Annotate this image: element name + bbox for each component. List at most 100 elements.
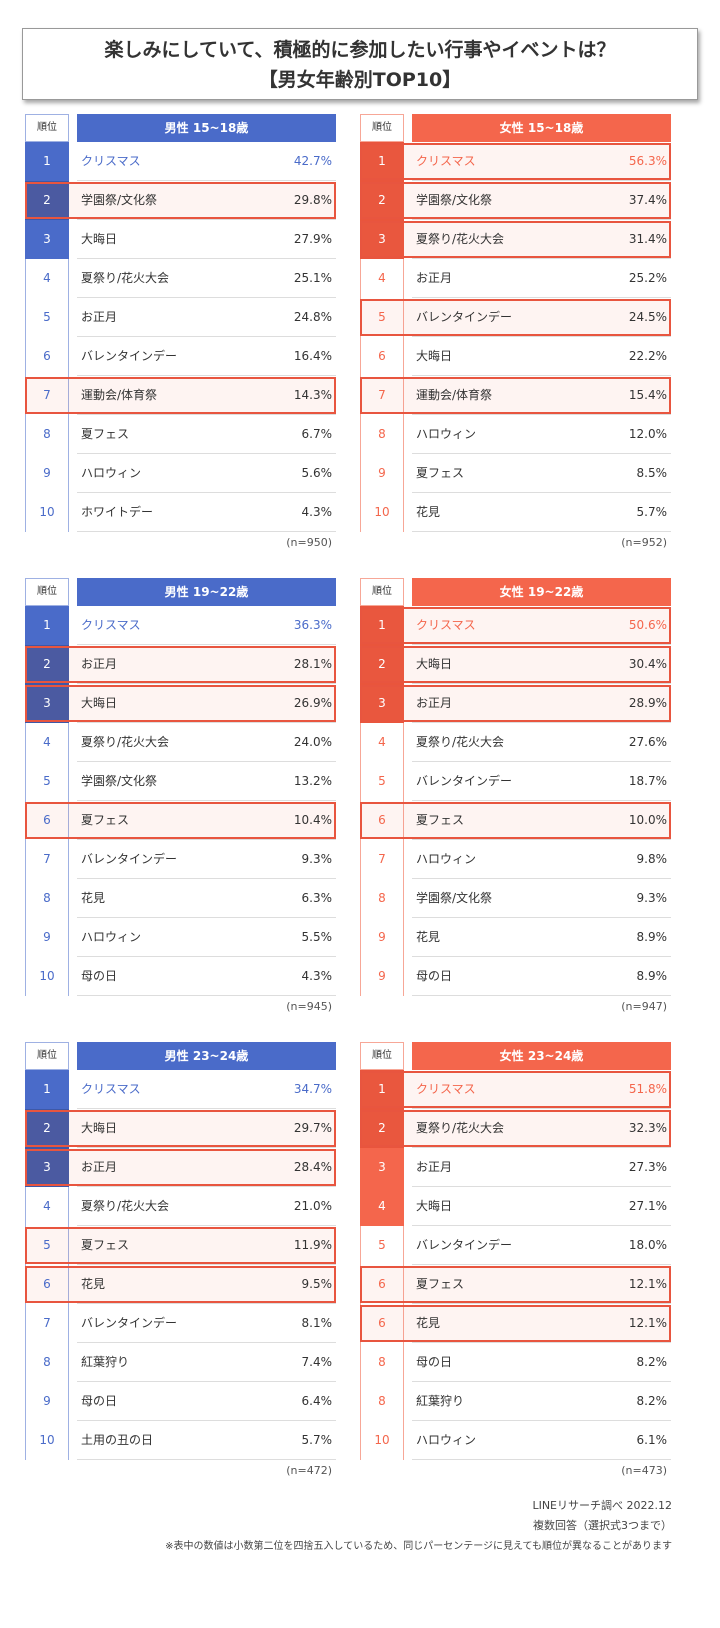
rank-cell bbox=[25, 1382, 69, 1421]
event-name: 大晦日 bbox=[416, 1199, 453, 1213]
event-name: 大晦日 bbox=[416, 657, 453, 671]
percentage: 9.3% bbox=[636, 891, 668, 905]
row-separator bbox=[412, 1420, 671, 1421]
event-name: 紅葉狩り bbox=[81, 1355, 130, 1369]
rank-cell bbox=[25, 454, 69, 493]
event-name: 母の日 bbox=[81, 969, 118, 983]
rank: 2 bbox=[378, 657, 386, 671]
percentage: 34.7% bbox=[293, 1082, 332, 1096]
rank-cell bbox=[360, 918, 404, 957]
rank-cell bbox=[360, 879, 404, 918]
row-separator bbox=[77, 1342, 336, 1343]
rank: 2 bbox=[43, 193, 51, 207]
table-row: 8 学園祭/文化祭 9.3% bbox=[360, 879, 671, 918]
sample-size: (n=952) bbox=[621, 536, 667, 549]
percentage: 9.3% bbox=[301, 852, 333, 866]
rank: 7 bbox=[378, 388, 386, 402]
row-separator bbox=[77, 995, 336, 996]
rank-cell bbox=[360, 606, 404, 645]
table-header: 女性 23~24歳 bbox=[412, 1042, 671, 1070]
row-separator bbox=[77, 336, 336, 337]
percentage: 16.4% bbox=[293, 349, 332, 363]
row-separator bbox=[412, 453, 671, 454]
rank-cell bbox=[25, 723, 69, 762]
title-box: 楽しみにしていて、積極的に参加したい行事やイベントは？ 【男女年齢別TOP10】 bbox=[22, 28, 698, 100]
rank-cell bbox=[25, 1343, 69, 1382]
table-row: 2 大晦日 30.4% bbox=[360, 645, 671, 684]
table-row: 6 大晦日 22.2% bbox=[360, 337, 671, 376]
percentage: 9.5% bbox=[301, 1277, 333, 1291]
event-name: お正月 bbox=[416, 271, 453, 285]
event-name: お正月 bbox=[81, 310, 118, 324]
table-row: 1 クリスマス 36.3% bbox=[25, 606, 336, 645]
row-separator bbox=[412, 956, 671, 957]
event-name: お正月 bbox=[416, 696, 453, 710]
rank-cell bbox=[25, 957, 69, 996]
percentage: 27.6% bbox=[628, 735, 667, 749]
source: LINEリサーチ調べ 2022.12 bbox=[532, 1499, 672, 1512]
event-name: ハロウィン bbox=[81, 466, 142, 480]
table-row: 5 バレンタインデー 24.5% bbox=[360, 298, 671, 337]
rank: 4 bbox=[43, 271, 51, 285]
table-row: 7 運動会/体育祭 14.3% bbox=[25, 376, 336, 415]
row-separator bbox=[77, 258, 336, 259]
percentage: 27.9% bbox=[293, 232, 332, 246]
table-row: 1 クリスマス 51.8% bbox=[360, 1070, 671, 1109]
rank-cell bbox=[360, 645, 404, 684]
percentage: 8.9% bbox=[636, 969, 668, 983]
row-separator bbox=[412, 258, 671, 259]
row-separator bbox=[412, 800, 671, 801]
row-separator bbox=[412, 1186, 671, 1187]
table-row: 9 夏フェス 8.5% bbox=[360, 454, 671, 493]
percentage: 28.1% bbox=[293, 657, 332, 671]
event-name: 夏祭り/花火大会 bbox=[416, 1121, 505, 1135]
percentage: 28.4% bbox=[293, 1160, 332, 1174]
rank-cell bbox=[360, 1148, 404, 1187]
table-row: 4 夏祭り/花火大会 24.0% bbox=[25, 723, 336, 762]
row-separator bbox=[77, 917, 336, 918]
rank-cell bbox=[360, 723, 404, 762]
highlight-frame bbox=[25, 802, 336, 839]
rank-cell bbox=[360, 415, 404, 454]
rank-header: 順位 bbox=[25, 114, 69, 142]
highlight-frame bbox=[360, 802, 671, 839]
rank: 5 bbox=[378, 310, 386, 324]
highlight-frame bbox=[360, 182, 671, 219]
event-name: 学園祭/文化祭 bbox=[81, 774, 158, 788]
event-name: クリスマス bbox=[416, 618, 476, 632]
event-name: 夏フェス bbox=[416, 1277, 465, 1291]
highlight-frame bbox=[25, 646, 336, 683]
row-separator bbox=[77, 1225, 336, 1226]
rank: 1 bbox=[43, 618, 51, 632]
row-separator bbox=[77, 531, 336, 532]
highlight-frame bbox=[360, 646, 671, 683]
percentage: 4.3% bbox=[301, 969, 333, 983]
rank-cell bbox=[360, 762, 404, 801]
percentage: 11.9% bbox=[293, 1238, 332, 1252]
event-name: クリスマス bbox=[81, 1082, 141, 1096]
highlight-frame bbox=[360, 1110, 671, 1147]
rank: 1 bbox=[378, 618, 386, 632]
row-separator bbox=[412, 1147, 671, 1148]
highlight-frame bbox=[25, 685, 336, 722]
table-row: 9 ハロウィン 5.6% bbox=[25, 454, 336, 493]
table-row: 3 お正月 28.9% bbox=[360, 684, 671, 723]
row-separator bbox=[412, 839, 671, 840]
table-row: 9 母の日 6.4% bbox=[25, 1382, 336, 1421]
rank: 2 bbox=[378, 1121, 386, 1135]
rank: 2 bbox=[43, 657, 51, 671]
table-row: 7 運動会/体育祭 15.4% bbox=[360, 376, 671, 415]
rank-cell bbox=[25, 1109, 69, 1148]
rank: 3 bbox=[378, 696, 386, 710]
highlight-frame bbox=[360, 299, 671, 336]
percentage: 12.0% bbox=[628, 427, 667, 441]
percentage: 14.3% bbox=[293, 388, 332, 402]
percentage: 24.0% bbox=[293, 735, 332, 749]
table-row: 3 お正月 27.3% bbox=[360, 1148, 671, 1187]
event-name: 夏祭り/花火大会 bbox=[81, 735, 170, 749]
table-row: 4 お正月 25.2% bbox=[360, 259, 671, 298]
rank: 8 bbox=[43, 1355, 51, 1369]
row-separator bbox=[77, 1264, 336, 1265]
ranking-table: 順位 男性 19~22歳 1 クリスマス 36.3% 2 お正月 28.1% 3 大晦日 26.9%… bbox=[25, 578, 336, 1026]
rank: 6 bbox=[378, 1277, 386, 1291]
